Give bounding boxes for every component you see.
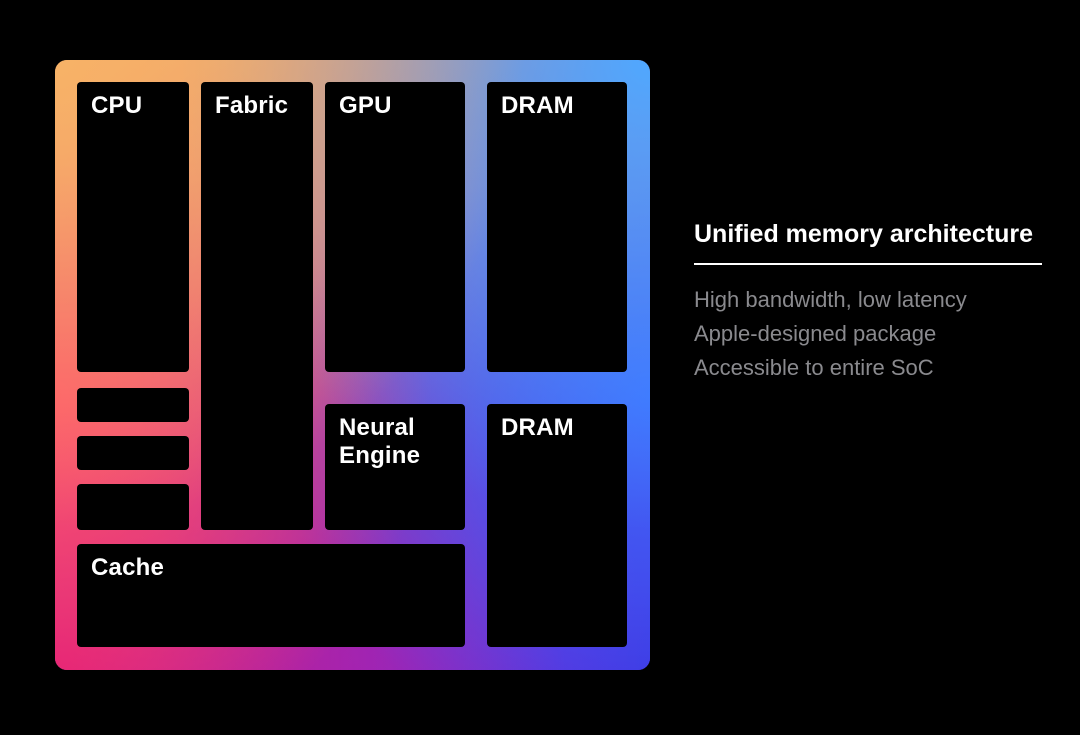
chip-block-label-dram1: DRAM bbox=[501, 92, 574, 120]
chip-block-label-dram2: DRAM bbox=[501, 414, 574, 442]
chip-block-slot1 bbox=[77, 388, 189, 422]
chip-block-label-neural: Neural Engine bbox=[339, 414, 420, 471]
sidebar-bullets: High bandwidth, low latencyApple-designe… bbox=[694, 283, 1054, 385]
sidebar-bullet: Apple-designed package bbox=[694, 317, 1054, 351]
chip-block-label-cache: Cache bbox=[91, 554, 164, 582]
chip-block-fabric bbox=[201, 82, 313, 530]
chip-frame: CPU Fabric GPU DRAM Neural Engine DRAM Cache bbox=[55, 60, 650, 670]
chip-block-dram1 bbox=[487, 82, 627, 372]
sidebar-bullet: High bandwidth, low latency bbox=[694, 283, 1054, 317]
chip-block-gpu bbox=[325, 82, 465, 372]
chip-block-label-fabric: Fabric bbox=[215, 92, 288, 120]
sidebar: Unified memory architecture High bandwid… bbox=[694, 220, 1054, 385]
chip-block-slot2 bbox=[77, 436, 189, 470]
chip-block-cpu bbox=[77, 82, 189, 372]
chip-block-label-gpu: GPU bbox=[339, 92, 392, 120]
stage: CPU Fabric GPU DRAM Neural Engine DRAM Cache U… bbox=[0, 0, 1080, 735]
chip-block-label-cpu: CPU bbox=[91, 92, 142, 120]
sidebar-title: Unified memory architecture bbox=[694, 220, 1054, 249]
chip-block-slot3 bbox=[77, 484, 189, 530]
sidebar-rule bbox=[694, 263, 1042, 265]
sidebar-bullet: Accessible to entire SoC bbox=[694, 351, 1054, 385]
